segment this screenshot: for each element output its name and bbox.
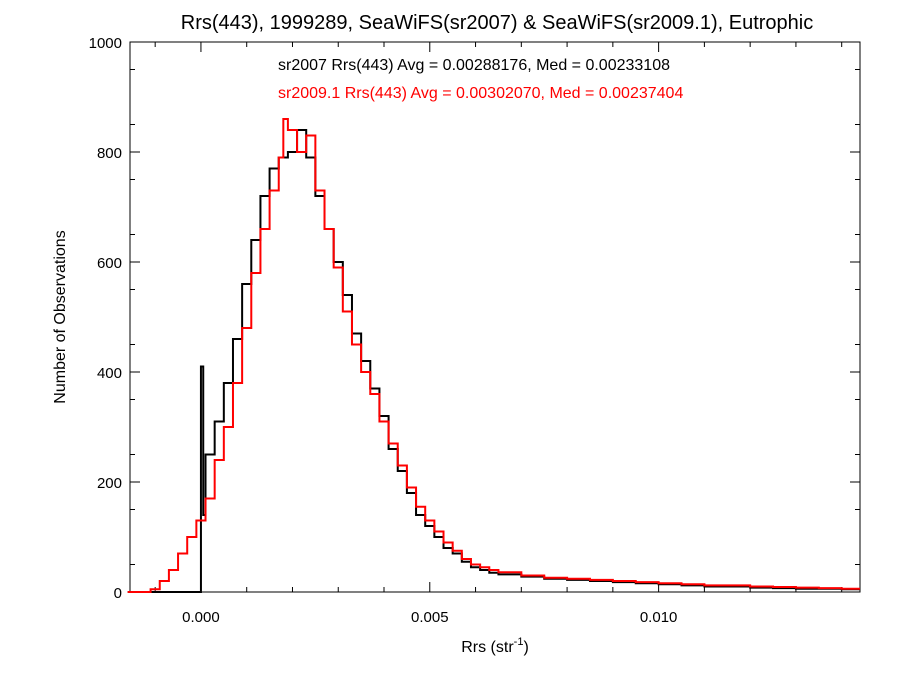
x-axis-label-main: Rrs (str (461, 639, 514, 656)
y-tick-label: 200 (97, 475, 122, 492)
series-line-0 (127, 129, 860, 593)
x-tick-label: 0.010 (640, 609, 678, 626)
series-line-1 (127, 118, 860, 593)
y-tick-label: 800 (97, 145, 122, 162)
x-axis-label-end: ) (523, 639, 528, 656)
x-axis-label-sup: -1 (514, 636, 524, 648)
y-tick-label: 1000 (89, 35, 122, 52)
annotation-sr2009: sr2009.1 Rrs(443) Avg = 0.00302070, Med … (278, 85, 683, 102)
y-tick-label: 600 (97, 255, 122, 272)
annotation-sr2007: sr2007 Rrs(443) Avg = 0.00288176, Med = … (278, 57, 670, 74)
x-tick-label: 0.000 (182, 609, 220, 626)
y-tick-label: 0 (114, 585, 122, 602)
chart-title: Rrs(443), 1999289, SeaWiFS(sr2007) & Sea… (181, 12, 814, 34)
x-tick-label: 0.005 (411, 609, 449, 626)
y-axis-label: Number of Observations (52, 230, 69, 403)
y-tick-label: 400 (97, 365, 122, 382)
x-axis-label: Rrs (str-1) (461, 636, 529, 656)
plot-frame (129, 41, 861, 593)
